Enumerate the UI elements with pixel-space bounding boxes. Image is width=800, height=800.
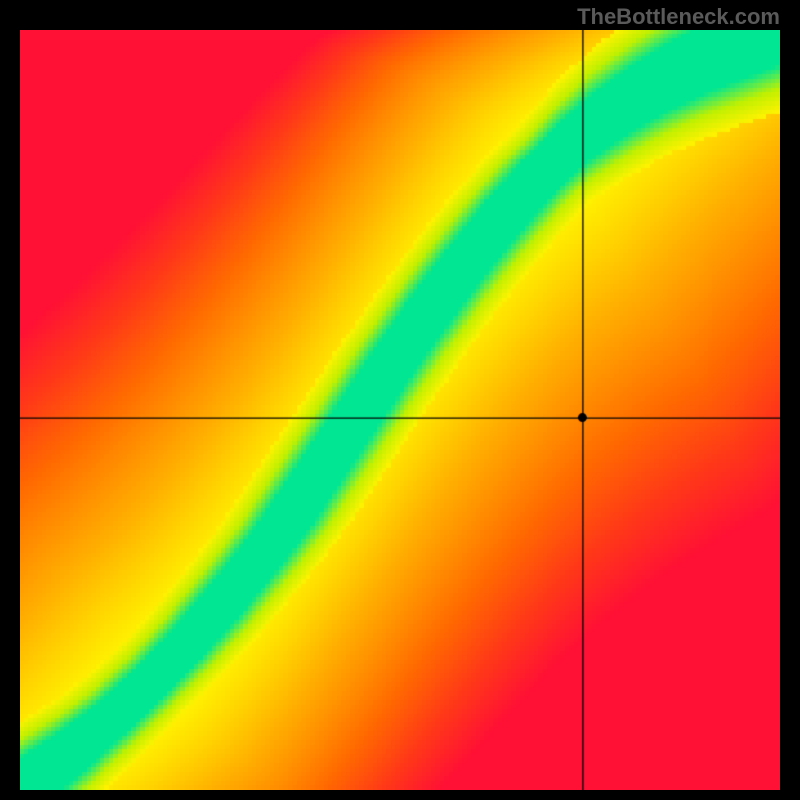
watermark-text: TheBottleneck.com xyxy=(577,4,780,30)
chart-container: TheBottleneck.com xyxy=(0,0,800,800)
bottleneck-heatmap xyxy=(20,30,780,790)
